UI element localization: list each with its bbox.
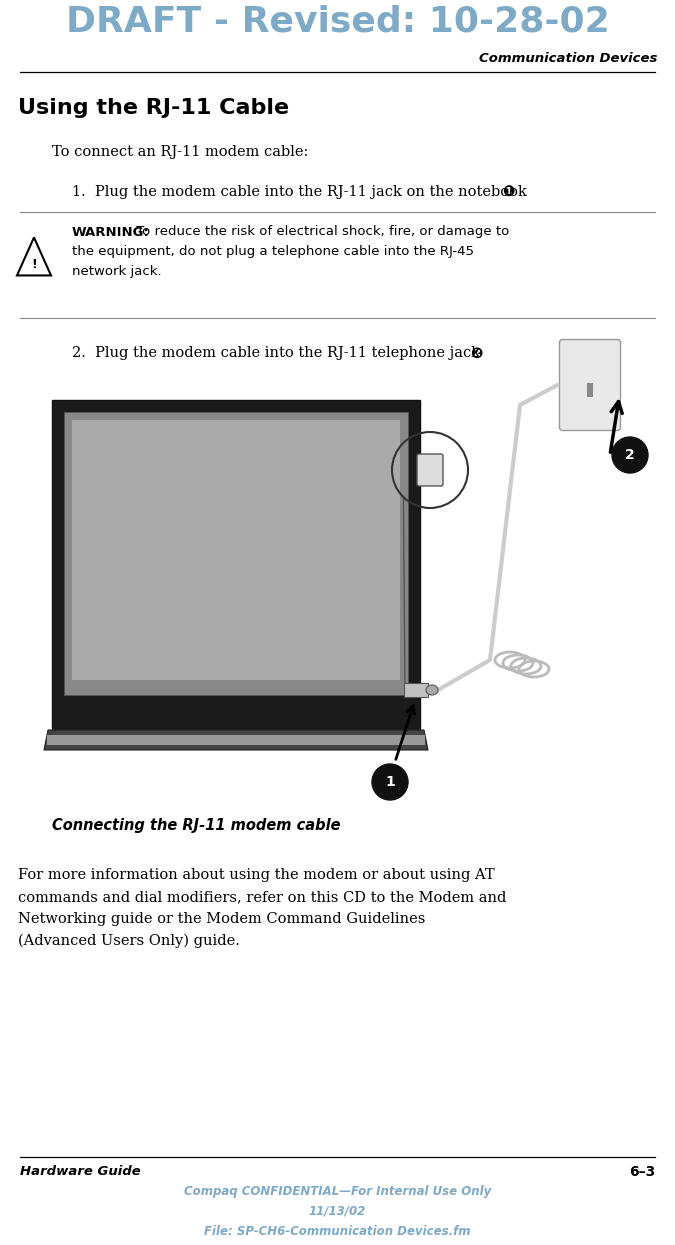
Text: (Advanced Users Only) guide.: (Advanced Users Only) guide. <box>18 934 240 949</box>
Circle shape <box>612 437 648 473</box>
Text: For more information about using the modem or about using AT: For more information about using the mod… <box>18 868 495 881</box>
Text: ❷: ❷ <box>470 346 483 361</box>
Text: !: ! <box>31 259 37 271</box>
Text: Using the RJ-11 Cable: Using the RJ-11 Cable <box>18 98 289 118</box>
Text: the equipment, do not plug a telephone cable into the RJ-45: the equipment, do not plug a telephone c… <box>72 245 474 259</box>
Text: ❶: ❶ <box>502 184 514 199</box>
Text: Communication Devices: Communication Devices <box>479 51 657 65</box>
Text: WARNING:: WARNING: <box>72 225 150 239</box>
Text: File: SP-CH6-Communication Devices.fm: File: SP-CH6-Communication Devices.fm <box>205 1225 470 1238</box>
Polygon shape <box>47 735 425 745</box>
Polygon shape <box>52 400 420 730</box>
Text: network jack.: network jack. <box>72 265 161 279</box>
Polygon shape <box>72 420 400 680</box>
Text: DRAFT - Revised: 10-28-02: DRAFT - Revised: 10-28-02 <box>65 5 610 39</box>
Circle shape <box>372 764 408 801</box>
Text: To reduce the risk of electrical shock, fire, or damage to: To reduce the risk of electrical shock, … <box>132 225 509 239</box>
FancyBboxPatch shape <box>404 684 428 697</box>
Ellipse shape <box>426 685 438 695</box>
Text: 11/13/02: 11/13/02 <box>309 1205 366 1218</box>
Text: Networking guide or the Modem Command Guidelines: Networking guide or the Modem Command Gu… <box>18 913 425 926</box>
Text: 1.  Plug the modem cable into the RJ-11 jack on the notebook: 1. Plug the modem cable into the RJ-11 j… <box>72 186 531 199</box>
FancyBboxPatch shape <box>587 383 593 397</box>
Polygon shape <box>44 730 428 749</box>
Text: 1: 1 <box>385 774 395 789</box>
Text: 2.  Plug the modem cable into the RJ-11 telephone jack: 2. Plug the modem cable into the RJ-11 t… <box>72 346 485 360</box>
Text: Hardware Guide: Hardware Guide <box>20 1165 141 1178</box>
Text: To connect an RJ-11 modem cable:: To connect an RJ-11 modem cable: <box>52 144 308 159</box>
FancyBboxPatch shape <box>560 340 620 431</box>
Text: commands and dial modifiers, refer on this CD to the Modem and: commands and dial modifiers, refer on th… <box>18 890 506 904</box>
Text: Connecting the RJ-11 modem cable: Connecting the RJ-11 modem cable <box>52 818 340 833</box>
Text: 2: 2 <box>625 448 635 462</box>
FancyBboxPatch shape <box>417 454 443 486</box>
Text: Compaq CONFIDENTIAL—For Internal Use Only: Compaq CONFIDENTIAL—For Internal Use Onl… <box>184 1185 491 1198</box>
Polygon shape <box>64 412 408 695</box>
Text: 6–3: 6–3 <box>628 1165 655 1179</box>
